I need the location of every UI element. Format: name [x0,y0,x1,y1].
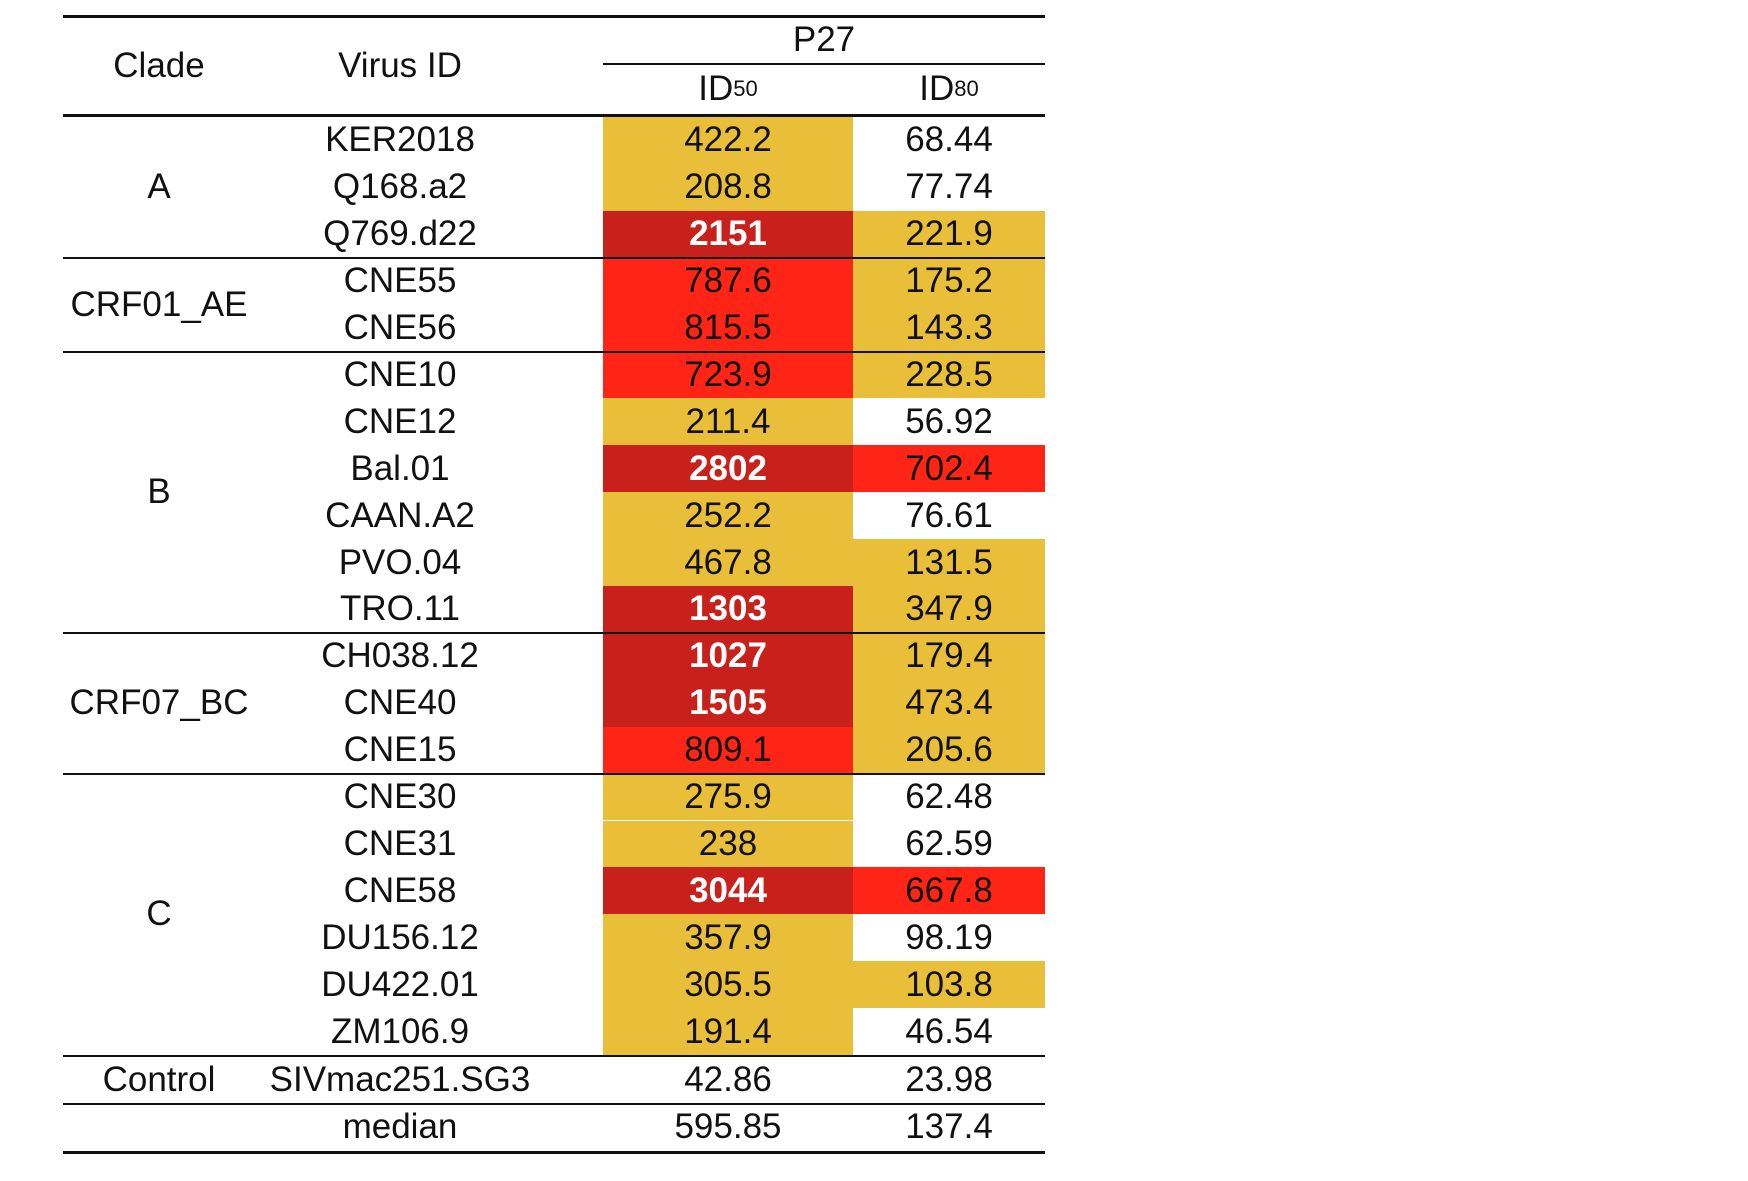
virus-id-cell: KER2018 [325,120,475,160]
virus-id-cell: Q168.a2 [332,167,468,207]
virus-id-header: Virus ID [338,45,462,85]
median-id80-cell: 137.4 [905,1107,993,1147]
virus-id-cell: ZM106.9 [330,1011,470,1051]
id80-cell: 221.9 [853,210,1045,258]
id50-cell: 2151 [603,210,853,258]
id50-header: ID 50 [603,66,853,112]
id80-cell: 98.19 [905,917,993,957]
virus-id-cell: CNE40 [343,683,457,723]
id80-cell: 143.3 [853,304,1045,352]
id50-cell: 723.9 [603,351,853,399]
id50-cell: 211.4 [603,398,853,446]
id50-cell: 422.2 [603,117,853,164]
id80-header-base: ID [919,69,955,108]
id50-header-base: ID [698,69,734,108]
id50-cell: 1303 [603,586,853,633]
id80-cell: 702.4 [853,445,1045,493]
virus-id-cell: CNE55 [343,261,457,301]
id80-header-sub: 80 [954,76,979,101]
virus-id-cell: CNE56 [343,308,457,348]
id50-cell: 208.8 [603,163,853,211]
id50-header-sub: 50 [733,76,758,101]
control-id50-cell: 42.86 [684,1060,772,1100]
id50-cell: 815.5 [603,304,853,352]
table-bottom-rule [63,1150,1045,1154]
id80-cell: 205.6 [853,726,1045,774]
virus-id-cell: DU422.01 [321,964,479,1004]
virus-id-cell: CNE15 [343,730,457,770]
id80-cell: 62.59 [905,823,993,863]
neutralization-table: Clade Virus ID P27 ID 50 ID 80 KER2018 422.… [63,12,1045,1172]
id50-cell: 252.2 [603,492,853,540]
clade-cell: CRF01_AE [70,284,248,324]
control-id80-cell: 23.98 [905,1060,993,1100]
median-top-rule [63,1102,1045,1105]
control-virus-cell: SIVmac251.SG3 [269,1060,531,1100]
id50-cell: 238 [603,820,853,868]
id50-cell: 275.9 [603,773,853,821]
id80-cell: 46.54 [905,1011,993,1051]
id80-cell: 228.5 [853,351,1045,399]
id50-cell: 357.9 [603,914,853,962]
id50-cell: 3044 [603,867,853,915]
id80-cell: 667.8 [853,867,1045,915]
virus-id-cell: CNE58 [343,870,457,910]
id80-cell: 62.48 [905,777,993,817]
clade-separator [63,631,1045,634]
id80-cell: 77.74 [905,167,993,207]
id50-cell: 467.8 [603,539,853,586]
virus-id-cell: PVO.04 [338,542,462,582]
id80-cell: 68.44 [905,120,993,160]
clade-cell: CRF07_BC [69,683,249,723]
clade-cell: A [147,167,171,207]
virus-id-cell: CNE10 [343,354,457,394]
id50-cell: 1505 [603,679,853,727]
id80-cell: 56.92 [905,401,993,441]
id80-cell: 103.8 [853,961,1045,1009]
id80-cell: 179.4 [853,632,1045,680]
virus-id-cell: DU156.12 [321,917,479,957]
id50-cell: 787.6 [603,257,853,305]
id50-cell: 809.1 [603,726,853,774]
id50-cell: 191.4 [603,1008,853,1055]
id50-cell: 2802 [603,445,853,493]
median-id50-cell: 595.85 [674,1107,782,1147]
id80-header: ID 80 [853,66,1045,112]
clade-header: Clade [113,45,205,85]
clade-separator [63,350,1045,353]
control-clade-cell: Control [102,1060,216,1100]
clade-separator [63,772,1045,775]
id80-cell: 175.2 [853,257,1045,305]
virus-id-cell: CNE30 [343,777,457,817]
id80-cell: 473.4 [853,679,1045,727]
virus-id-cell: TRO.11 [340,589,460,629]
id80-cell: 76.61 [905,495,993,535]
control-top-rule [63,1055,1045,1057]
id80-cell: 347.9 [853,586,1045,633]
p27-group-rule [603,63,1045,65]
id50-cell: 1027 [603,632,853,680]
virus-id-cell: Q769.d22 [323,214,477,254]
table-top-rule [63,15,1045,18]
median-label-cell: median [342,1107,458,1147]
id80-cell: 131.5 [853,539,1045,586]
id50-cell: 305.5 [603,961,853,1009]
clade-separator [63,256,1045,259]
clade-cell: C [146,894,172,934]
clade-cell: B [147,472,171,512]
virus-id-cell: CNE12 [343,401,457,441]
header-bottom-rule [63,114,1045,117]
virus-id-cell: CNE31 [343,823,457,863]
p27-group-header: P27 [792,20,856,59]
virus-id-cell: Bal.01 [350,448,450,488]
virus-id-cell: CH038.12 [321,636,479,676]
virus-id-cell: CAAN.A2 [325,495,475,535]
